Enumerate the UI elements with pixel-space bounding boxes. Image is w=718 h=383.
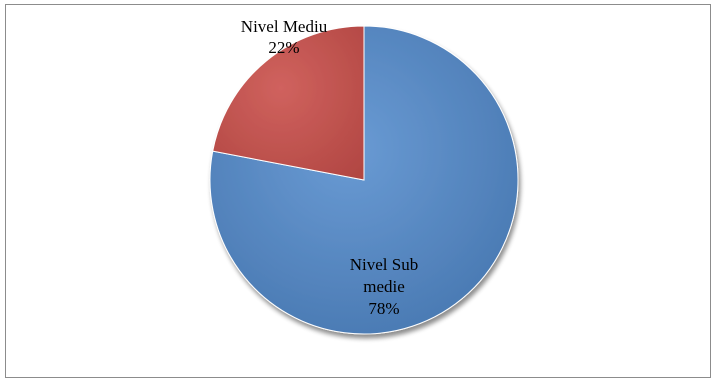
data-label-value: 78% bbox=[368, 299, 399, 318]
pie-slice-nivel-sub-medie bbox=[209, 25, 519, 335]
data-label-category: medie bbox=[363, 277, 405, 296]
data-label-nivel-sub-medie: Nivel Sub medie 78% bbox=[350, 255, 418, 318]
data-label-nivel-mediu: Nivel Mediu 22% bbox=[241, 17, 328, 57]
data-label-category: Nivel Sub bbox=[350, 255, 418, 274]
pie-slice-nivel-mediu bbox=[212, 25, 365, 181]
data-label-category: Nivel Mediu bbox=[241, 17, 328, 36]
data-label-value: 22% bbox=[268, 38, 299, 57]
